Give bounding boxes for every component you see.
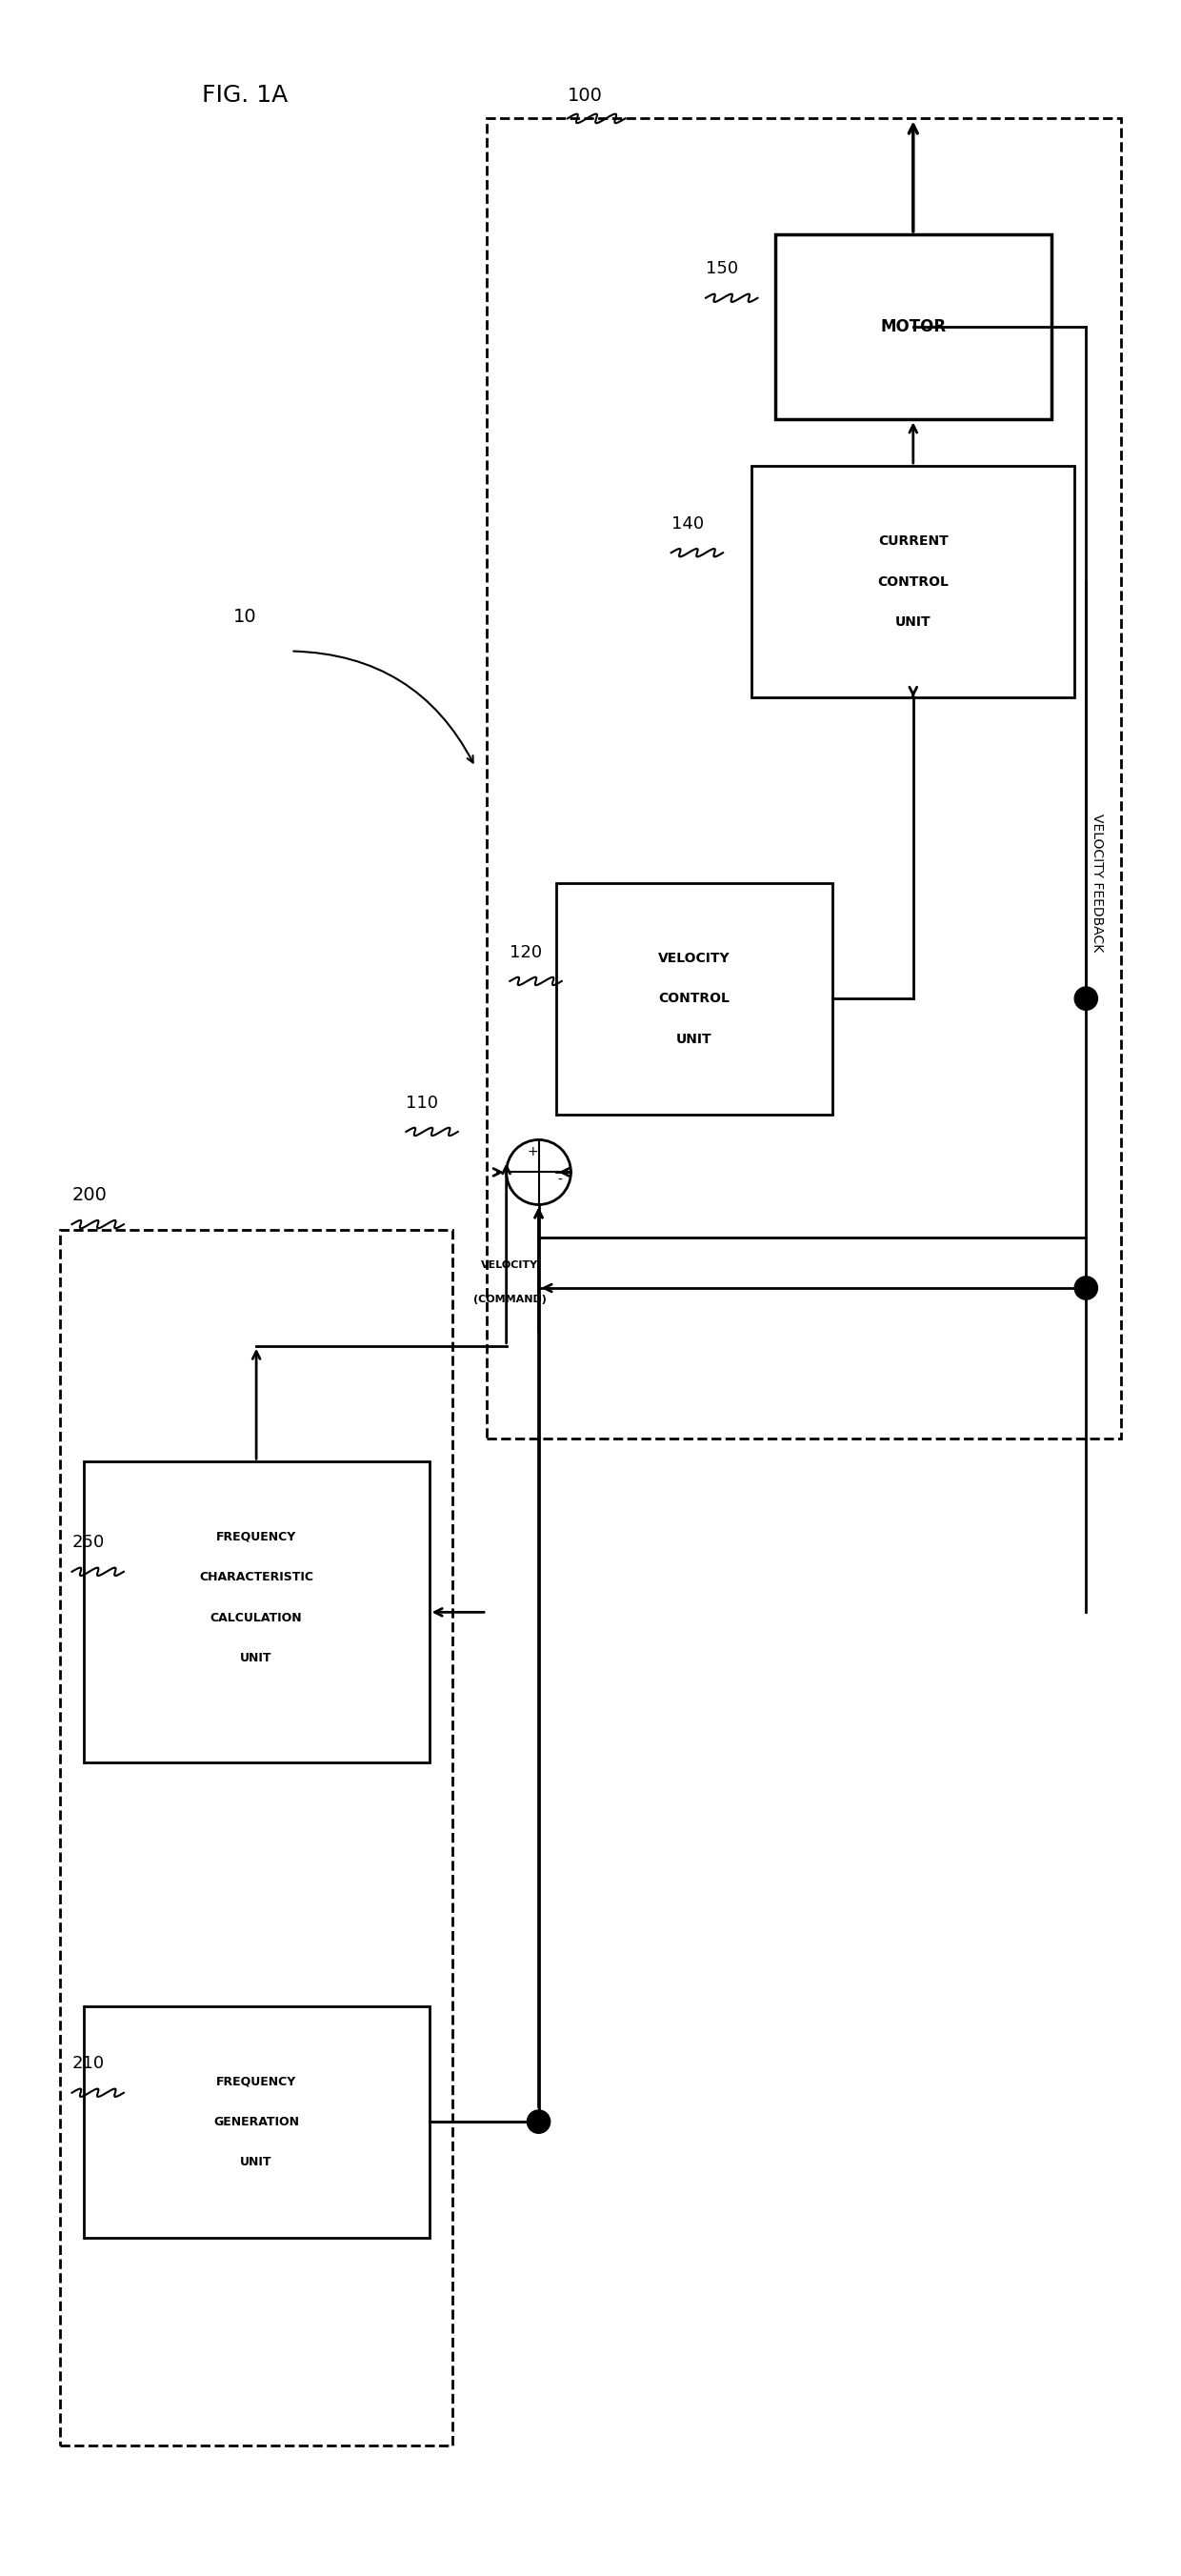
Text: FIG. 1A: FIG. 1A (202, 85, 288, 106)
Text: 200: 200 (72, 1188, 107, 1206)
Text: +: + (528, 1144, 539, 1159)
Bar (60, 1231, 452, 2447)
Bar (752, 466, 1075, 698)
Text: CHARACTERISTIC: CHARACTERISTIC (200, 1571, 313, 1584)
Text: 210: 210 (72, 2056, 104, 2071)
Text: UNIT: UNIT (241, 2156, 273, 2169)
Text: VELOCITY: VELOCITY (658, 951, 730, 963)
Text: FREQUENCY: FREQUENCY (216, 1530, 296, 1543)
Text: CALCULATION: CALCULATION (210, 1613, 302, 1625)
Text: 140: 140 (671, 515, 704, 533)
Text: VELOCITY FEEDBACK: VELOCITY FEEDBACK (1091, 814, 1104, 953)
Text: UNIT: UNIT (895, 616, 931, 629)
Text: UNIT: UNIT (241, 1651, 273, 1664)
Text: 10: 10 (233, 608, 256, 626)
Text: (COMMAND): (COMMAND) (474, 1296, 547, 1303)
Circle shape (1075, 1278, 1097, 1298)
Text: VELOCITY: VELOCITY (481, 1260, 539, 1270)
Text: CONTROL: CONTROL (877, 574, 948, 587)
Text: FREQUENCY: FREQUENCY (216, 2076, 296, 2087)
Text: 150: 150 (706, 260, 738, 278)
Bar (487, 118, 1121, 1437)
Bar (84, 1461, 429, 1762)
Text: -: - (557, 1175, 562, 1188)
Text: CURRENT: CURRENT (877, 533, 948, 549)
Text: CONTROL: CONTROL (659, 992, 730, 1005)
Text: MOTOR: MOTOR (880, 319, 946, 335)
Text: UNIT: UNIT (677, 1033, 712, 1046)
Text: 110: 110 (406, 1095, 438, 1110)
Bar (775, 234, 1051, 420)
Circle shape (1075, 987, 1097, 1010)
Text: GENERATION: GENERATION (214, 2115, 299, 2128)
Circle shape (527, 2110, 550, 2133)
Text: 120: 120 (510, 943, 542, 961)
Text: 100: 100 (567, 85, 602, 106)
Text: 250: 250 (72, 1535, 105, 1551)
Bar (84, 2007, 429, 2239)
Bar (556, 884, 833, 1115)
